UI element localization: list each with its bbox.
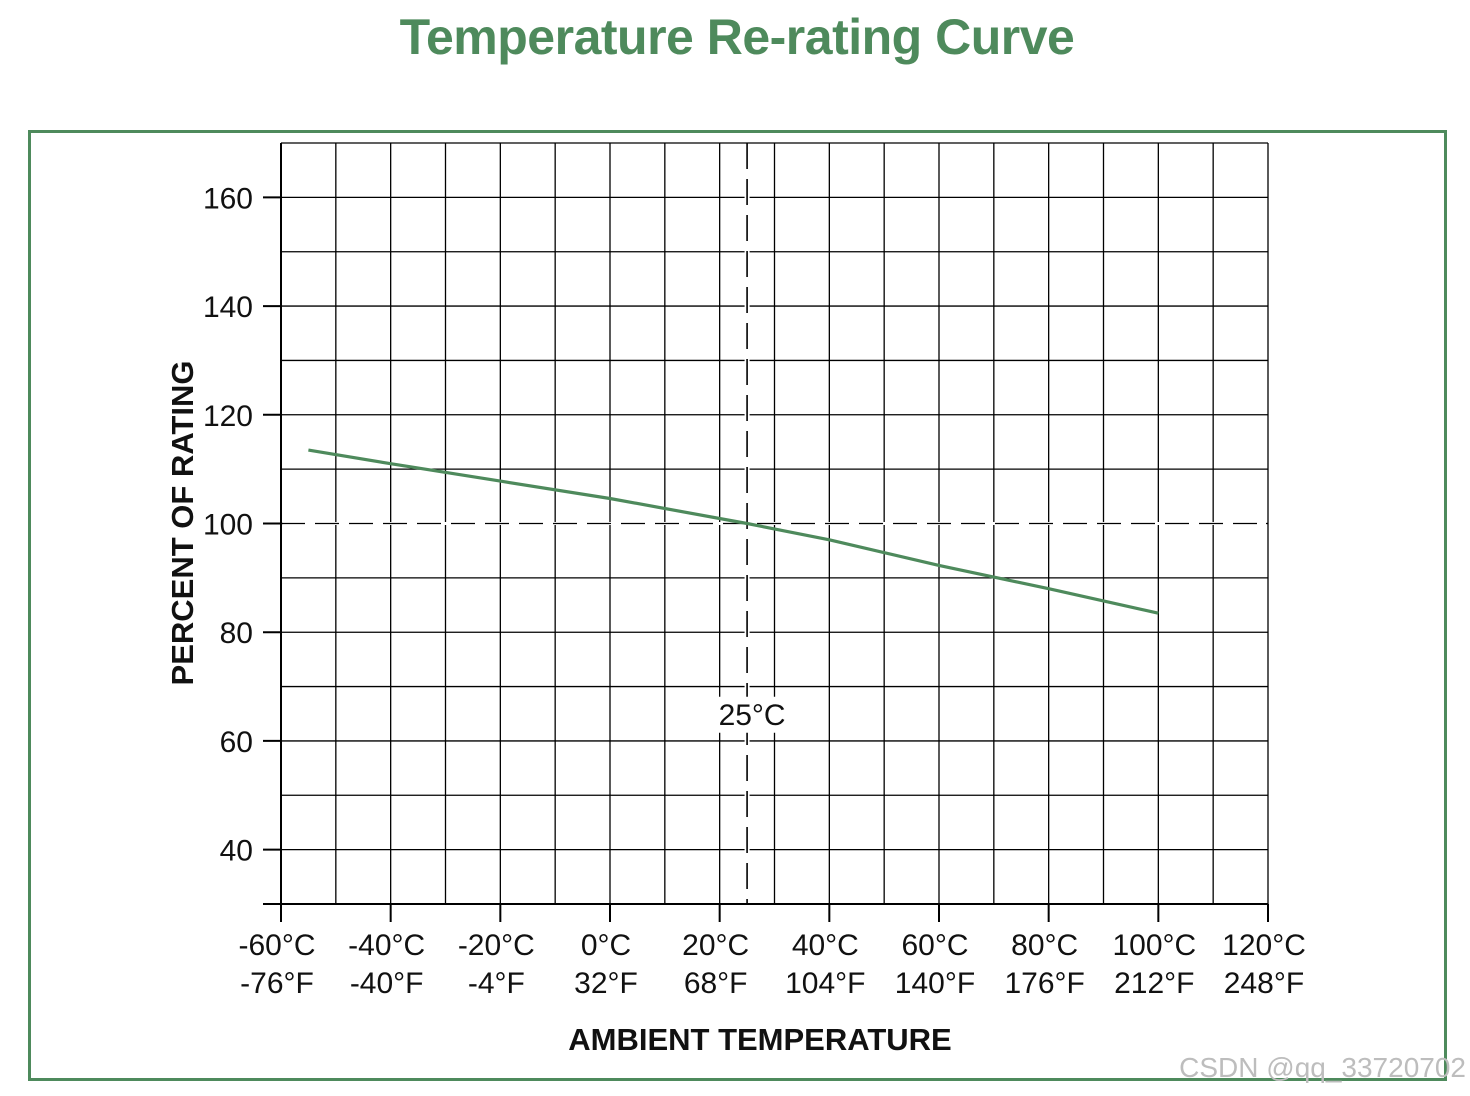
x-tick-label-celsius: 80°C bbox=[1011, 929, 1078, 962]
x-tick-label-celsius: 120°C bbox=[1222, 929, 1306, 962]
series bbox=[308, 448, 1159, 615]
y-axis-title: PERCENT OF RATING bbox=[165, 361, 200, 686]
y-tick-label: 140 bbox=[203, 291, 253, 324]
y-tick-label: 120 bbox=[203, 400, 253, 433]
x-tick-label-celsius: 40°C bbox=[792, 929, 859, 962]
x-tick-label-celsius: 100°C bbox=[1112, 929, 1196, 962]
x-tick-label-fahrenheit: 176°F bbox=[1004, 967, 1084, 1000]
reference-lines: 25°C bbox=[281, 143, 1268, 904]
x-tick-label-fahrenheit: -76°F bbox=[240, 967, 314, 1000]
x-axis-title: AMBIENT TEMPERATURE bbox=[568, 1022, 951, 1057]
y-tick-label: 40 bbox=[220, 835, 253, 868]
x-tick-label-celsius: -20°C bbox=[458, 929, 535, 962]
x-tick-label-celsius: 60°C bbox=[901, 929, 968, 962]
x-tick-label-celsius: 0°C bbox=[581, 929, 631, 962]
x-tick-label-fahrenheit: -4°F bbox=[468, 967, 525, 1000]
ref-label-25c: 25°C bbox=[719, 699, 786, 732]
y-tick-label: 160 bbox=[203, 182, 253, 215]
chart-title: Temperature Re-rating Curve bbox=[399, 9, 1075, 65]
series-line bbox=[308, 448, 1159, 615]
y-tick-label: 100 bbox=[203, 509, 253, 542]
x-tick-label-fahrenheit: 140°F bbox=[895, 967, 975, 1000]
x-tick-label-fahrenheit: 248°F bbox=[1224, 967, 1304, 1000]
x-tick-label-celsius: 20°C bbox=[682, 929, 749, 962]
x-tick-label-fahrenheit: 32°F bbox=[574, 967, 638, 1000]
x-tick-label-fahrenheit: 104°F bbox=[785, 967, 865, 1000]
chart-frame bbox=[28, 130, 1447, 1081]
x-tick-label-celsius: -40°C bbox=[348, 929, 425, 962]
y-tick-label: 80 bbox=[220, 617, 253, 650]
y-tick-label: 60 bbox=[220, 726, 253, 759]
axes: 40 60 80 100 120 140 160 -60°C -76°F -40°C -40°F -2… bbox=[203, 143, 1306, 1000]
x-tick-label-celsius: -60°C bbox=[238, 929, 315, 962]
x-tick-label-fahrenheit: 68°F bbox=[684, 967, 748, 1000]
x-tick-label-fahrenheit: -40°F bbox=[350, 967, 424, 1000]
ref-label-bg bbox=[714, 696, 791, 733]
x-tick-label-fahrenheit: 212°F bbox=[1114, 967, 1194, 1000]
watermark: CSDN @qq_33720702 bbox=[1179, 1052, 1466, 1083]
